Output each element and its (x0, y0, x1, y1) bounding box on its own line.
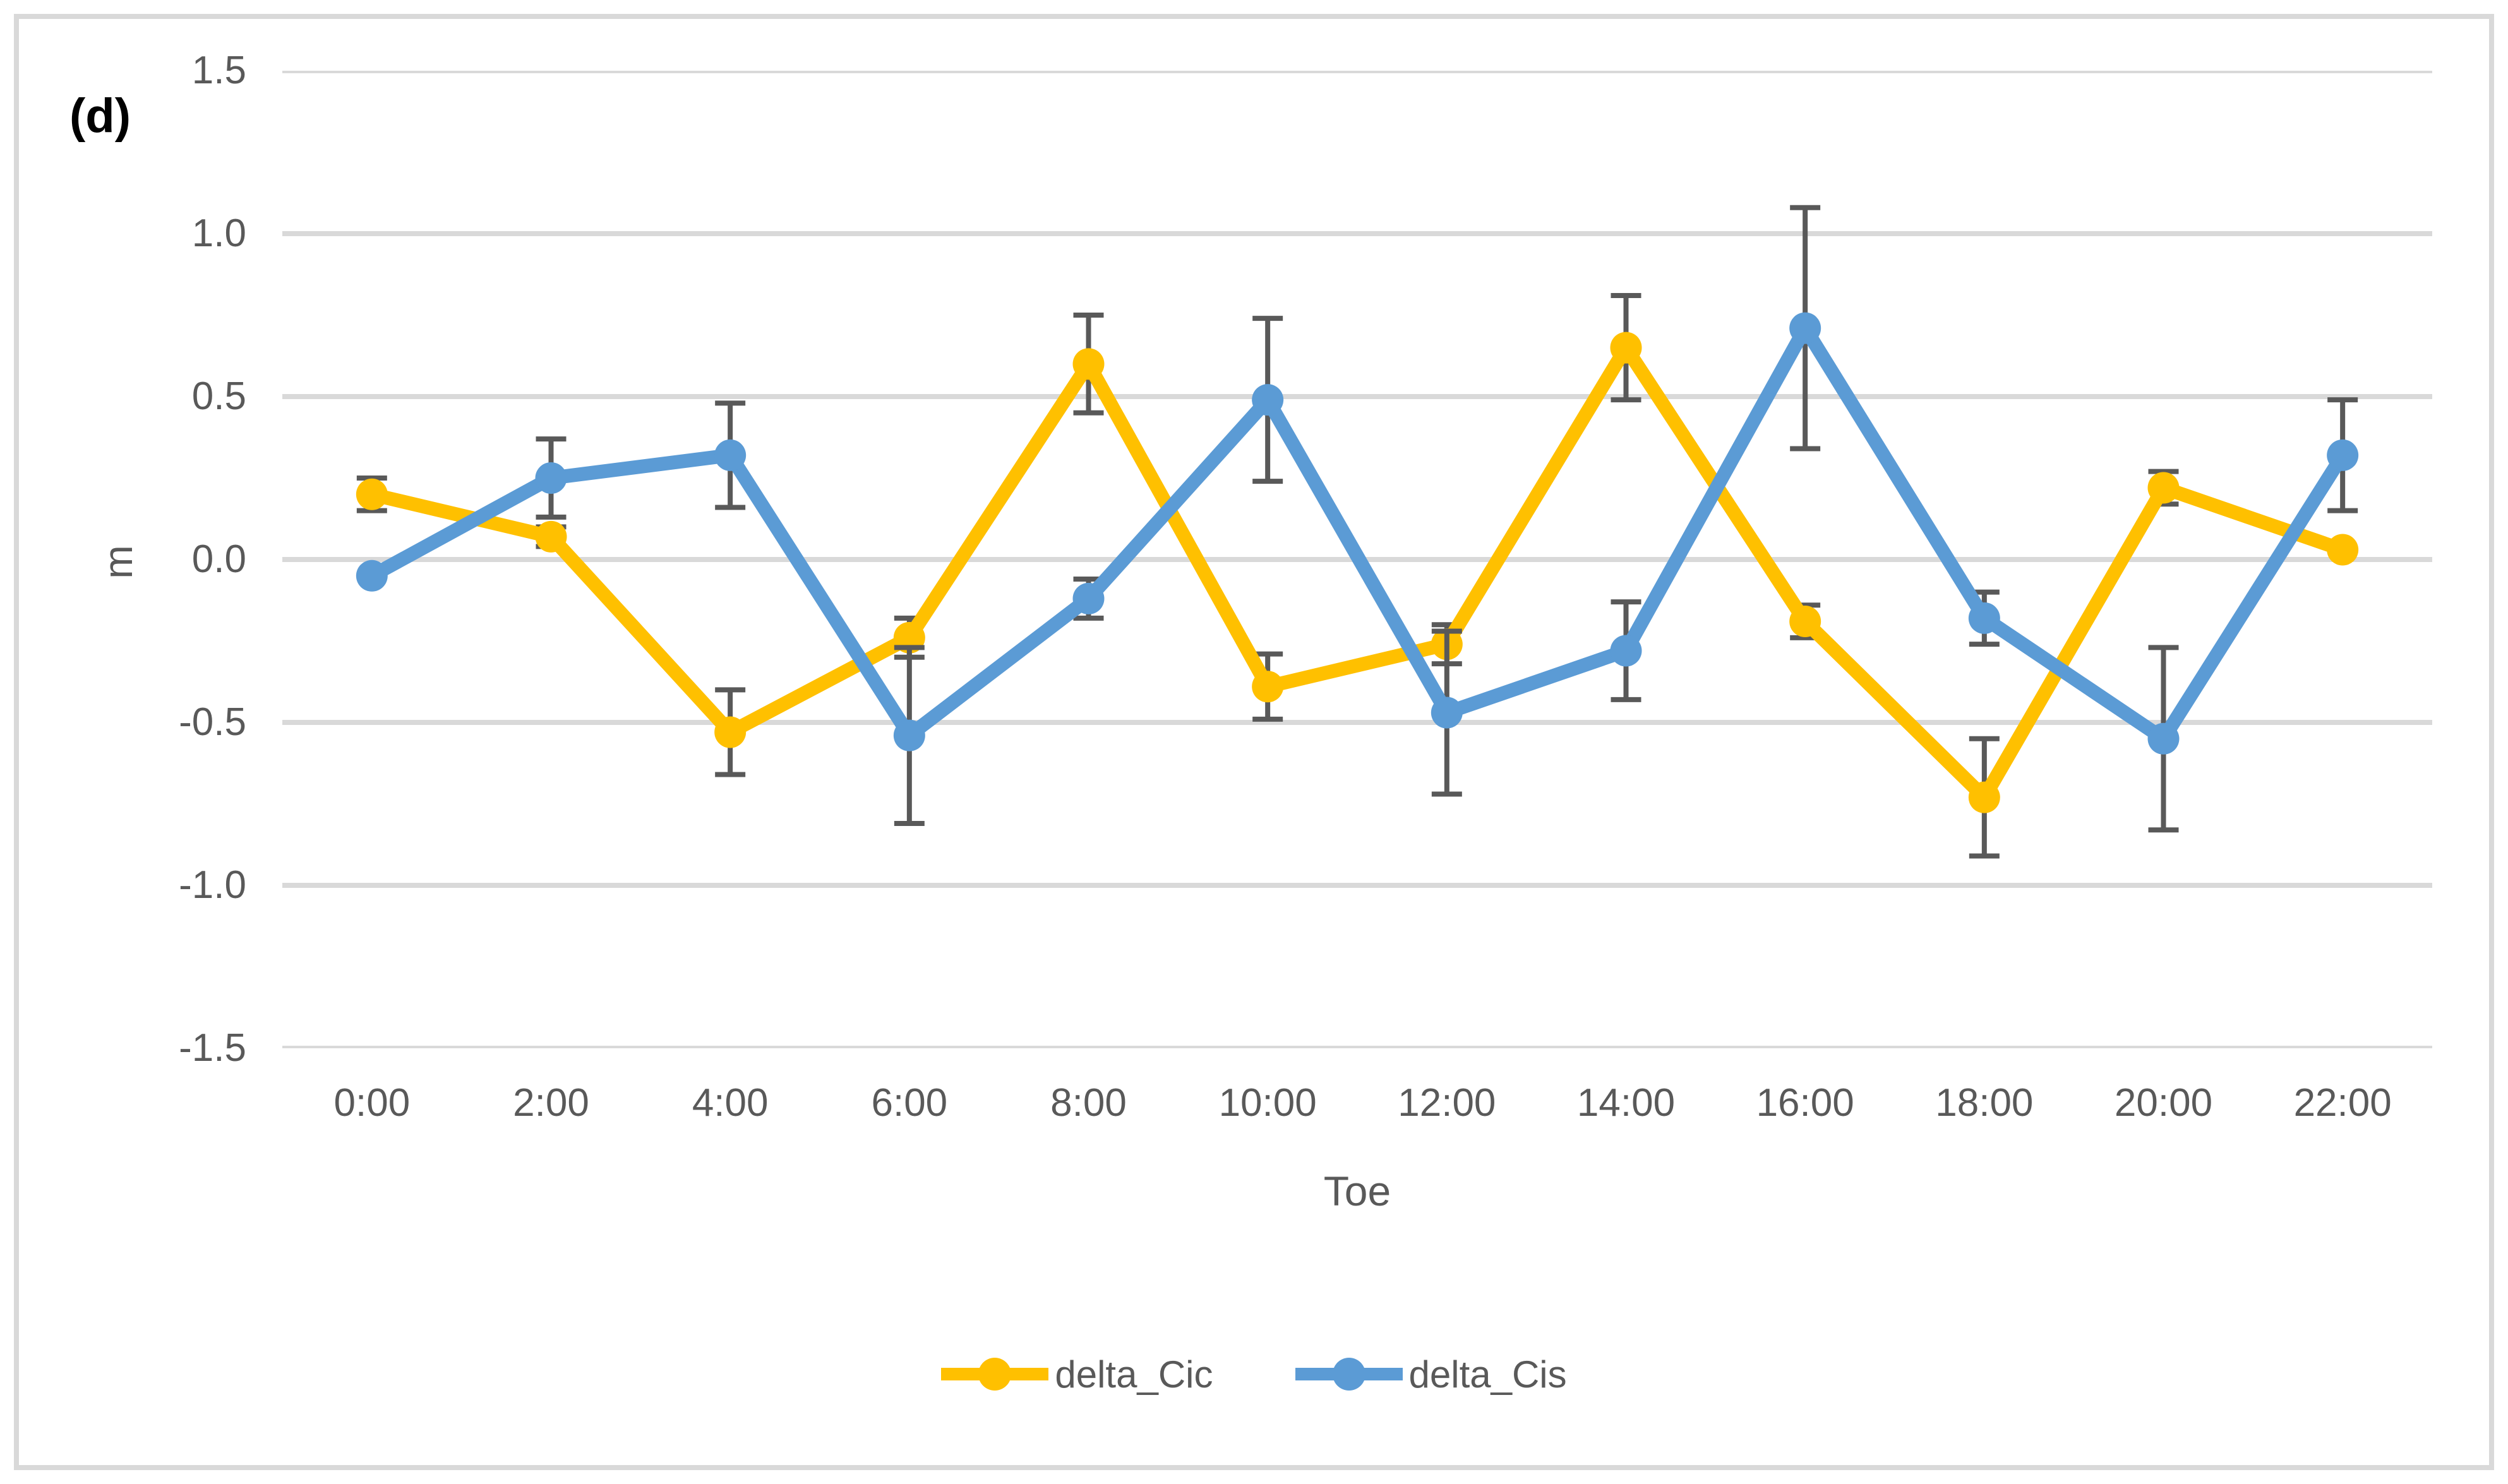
x-tick-label: 16:00 (1756, 1081, 1854, 1125)
series-line-delta_Cis (364, 321, 2350, 746)
data-point-marker-delta_Cic (1789, 606, 1821, 638)
data-point-marker-delta_Cis (2147, 722, 2180, 755)
x-tick-label: 2:00 (513, 1081, 589, 1125)
data-point-marker-delta_Cic (2327, 534, 2359, 566)
x-tick-label: 14:00 (1576, 1081, 1676, 1125)
legend-label: delta_Cic (1055, 1353, 1213, 1396)
data-point-marker-delta_Cis (1789, 312, 1821, 344)
x-tick-label: 4:00 (692, 1081, 769, 1125)
x-tick-label: 6:00 (871, 1081, 948, 1125)
legend-item-delta_Cis: delta_Cis (1295, 1352, 1567, 1396)
data-point-marker-delta_Cic (714, 716, 747, 748)
y-tick-label: 0.0 (191, 537, 246, 581)
series-line-delta_Cic (364, 340, 2350, 805)
legend: delta_Cic delta_Cis (0, 1344, 2508, 1404)
x-axis-tick-labels: 0:00 2:00 4:00 6:00 8:00 10:00 12:00 14:00 16:00… (282, 1081, 2432, 1125)
y-tick-label: 1.0 (191, 212, 246, 255)
data-point-marker-delta_Cis (535, 462, 567, 494)
data-point-marker-delta_Cic (2147, 472, 2180, 504)
panel-label: (d) (69, 89, 131, 143)
legend-label: delta_Cis (1408, 1353, 1567, 1396)
data-point-marker-delta_Cic (356, 478, 388, 510)
x-tick-label: 8:00 (1050, 1081, 1127, 1125)
data-point-marker-delta_Cis (1431, 697, 1463, 729)
data-point-marker-delta_Cic (1072, 348, 1105, 380)
x-tick-label: 10:00 (1218, 1081, 1317, 1125)
y-tick-label: -1.5 (179, 1026, 246, 1070)
x-axis-title: Toe (1323, 1168, 1391, 1214)
data-point-marker-delta_Cic (1610, 332, 1642, 364)
data-point-marker-delta_Cis (1968, 602, 2000, 634)
data-point-marker-delta_Cic (1968, 781, 2000, 813)
legend-line-marker-icon (941, 1358, 1049, 1391)
y-tick-label: 0.5 (191, 374, 246, 418)
x-tick-label: 12:00 (1398, 1081, 1496, 1125)
chart-border-frame (14, 14, 2494, 1470)
data-point-marker-delta_Cis (714, 439, 747, 471)
plot-area (282, 71, 2432, 1048)
x-tick-label: 22:00 (2293, 1081, 2392, 1125)
data-point-marker-delta_Cis (1252, 384, 1284, 416)
legend-item-delta_Cic: delta_Cic (941, 1352, 1213, 1396)
y-tick-label: -0.5 (179, 700, 246, 744)
data-point-marker-delta_Cic (1252, 671, 1284, 703)
y-tick-label: 1.5 (191, 49, 246, 92)
data-point-marker-delta_Cis (1610, 635, 1642, 667)
legend-line-marker-icon (1295, 1358, 1403, 1391)
y-axis-tick-labels: 1.5 1.0 0.5 0.0 -0.5 -1.0 -1.5 (0, 0, 246, 1484)
x-tick-label: 0:00 (333, 1081, 411, 1125)
data-point-marker-delta_Cis (356, 559, 388, 592)
data-point-marker-delta_Cis (893, 719, 925, 751)
data-point-marker-delta_Cic (535, 520, 567, 553)
x-tick-label: 18:00 (1935, 1081, 2034, 1125)
data-point-marker-delta_Cis (2327, 439, 2359, 471)
y-tick-label: -1.0 (179, 863, 246, 907)
data-point-marker-delta_Cis (1072, 582, 1105, 614)
x-tick-label: 20:00 (2114, 1081, 2213, 1125)
